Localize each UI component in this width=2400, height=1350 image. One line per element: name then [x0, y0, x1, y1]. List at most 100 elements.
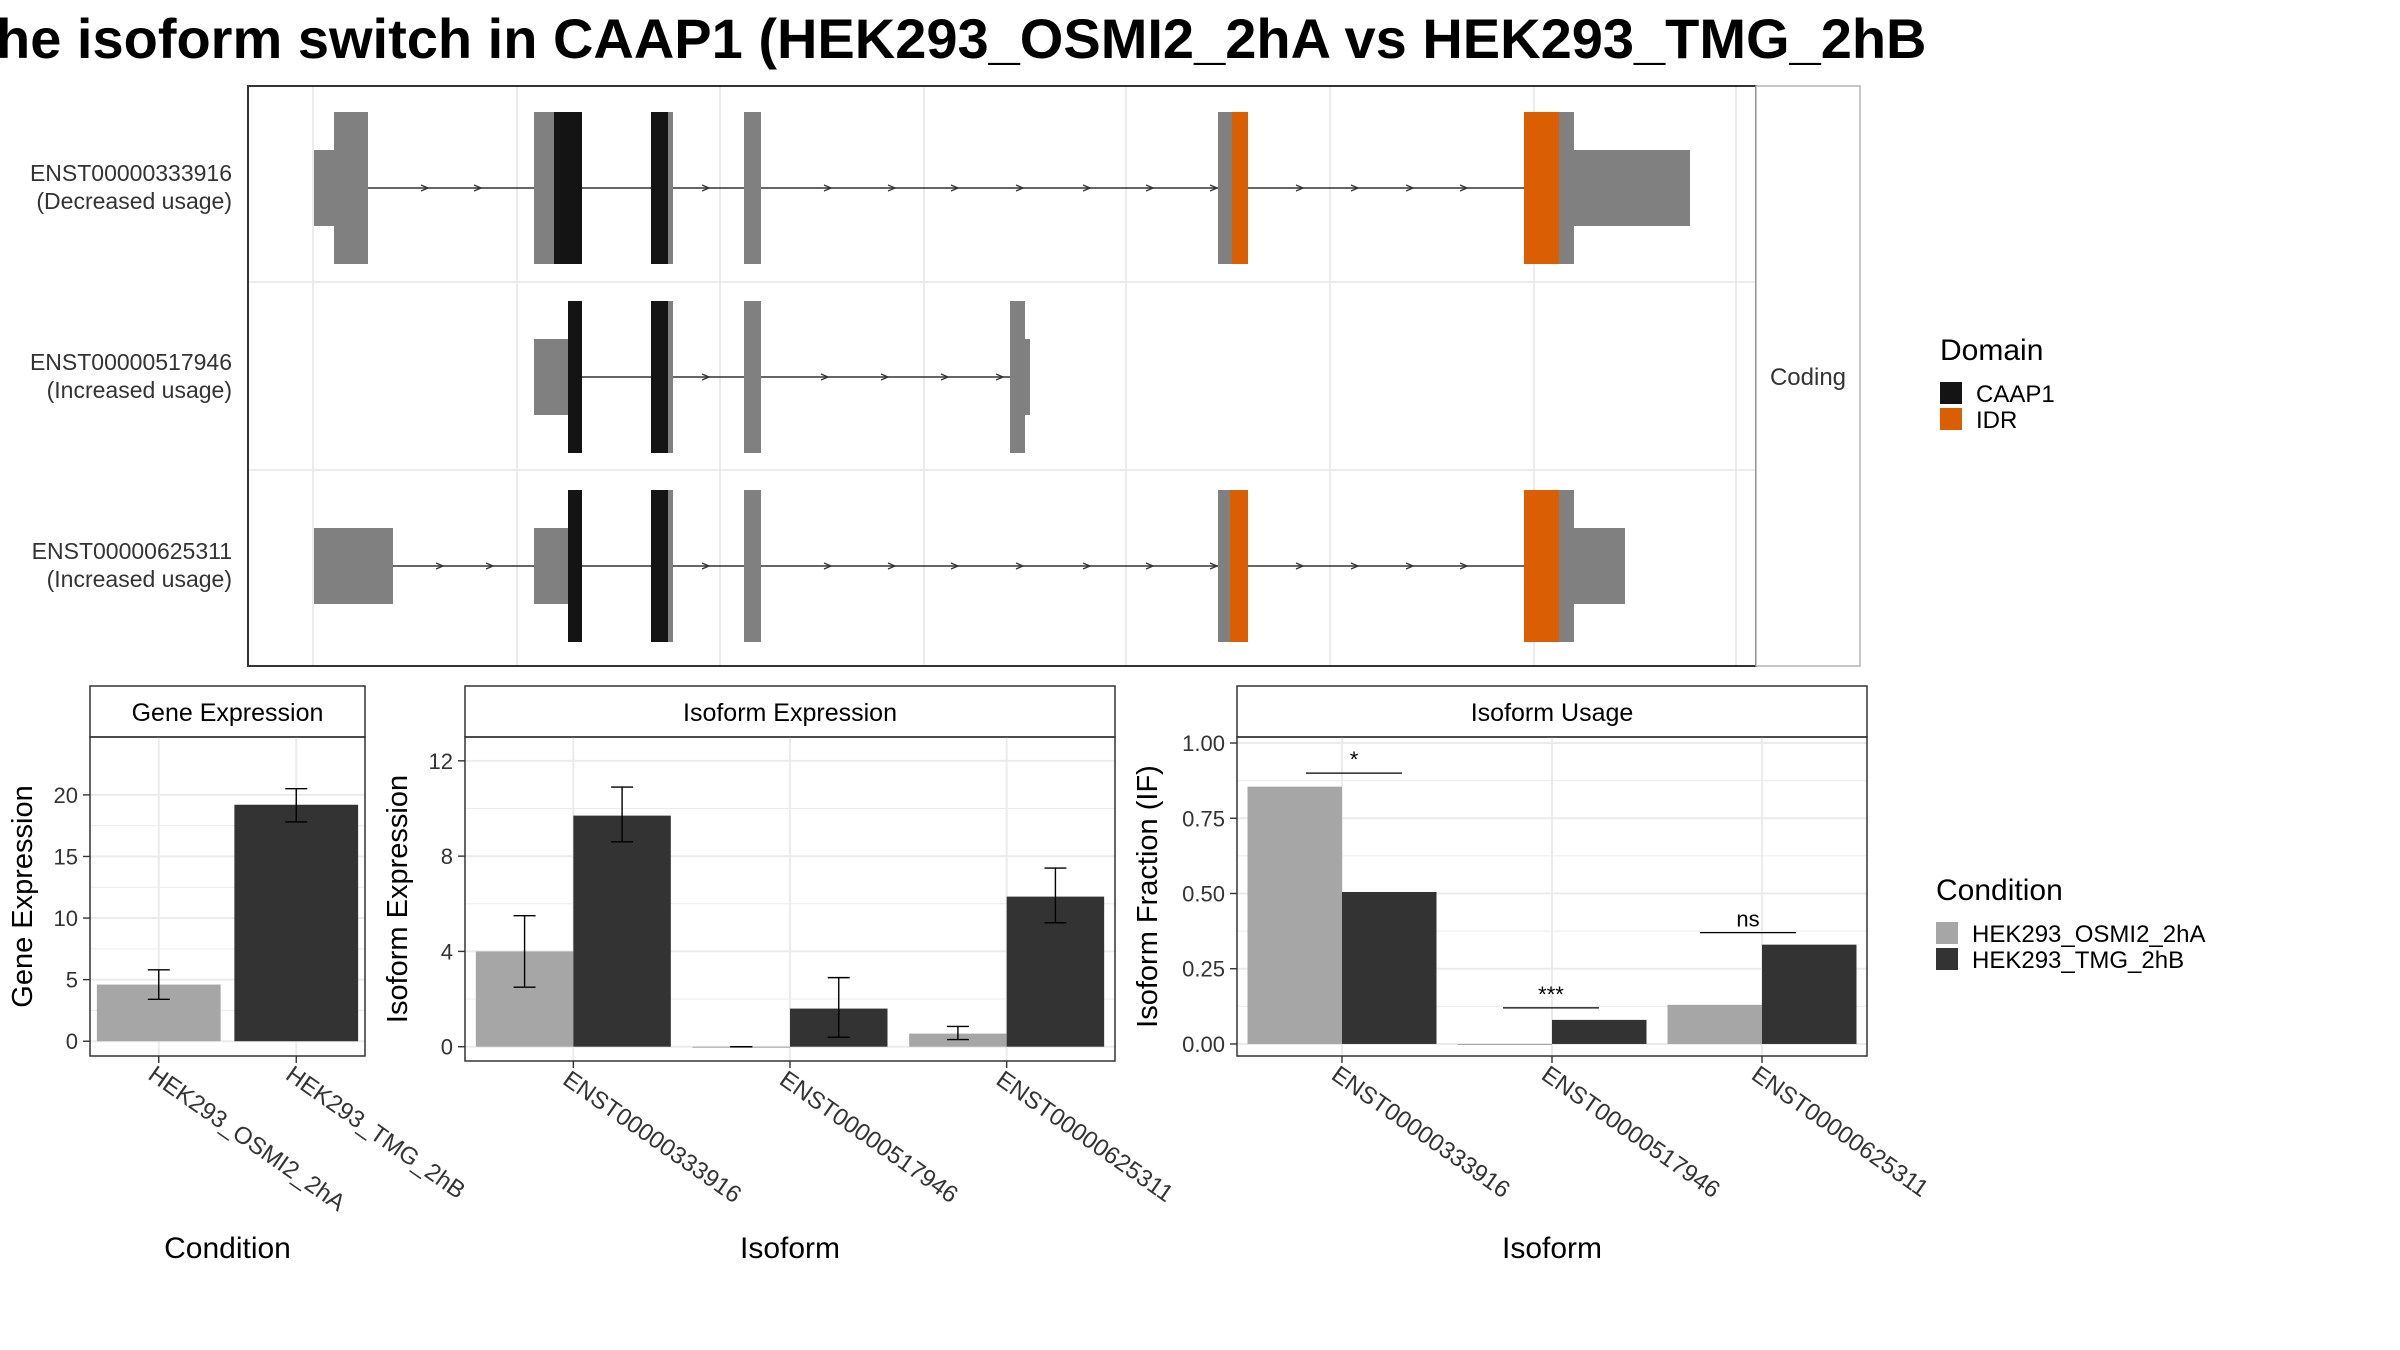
y-tick-label: 5 — [66, 968, 78, 993]
strand-arrow-icon — [887, 184, 897, 192]
bar — [573, 815, 671, 1047]
condition-legend-swatch — [1936, 948, 1958, 970]
transcript-labels: ENST00000333916 (Decreased usage) ENST00… — [30, 160, 232, 592]
exon — [744, 490, 761, 642]
caap1-domain — [554, 112, 582, 264]
x-tick-label: ENST00000517946 — [775, 1066, 963, 1209]
strand-arrow-icon — [1295, 184, 1305, 192]
strand-arrow-icon — [420, 184, 430, 192]
x-tick-label: ENST00000333916 — [558, 1066, 746, 1209]
transcript-usage-note: (Increased usage) — [47, 377, 232, 403]
x-tick-label: ENST00000625311 — [1747, 1061, 1934, 1203]
exon — [668, 490, 673, 642]
exon — [668, 301, 673, 453]
transcript-id: ENST00000517946 — [30, 349, 232, 375]
strand-arrow-icon — [1145, 184, 1155, 192]
coding-strip-label: Coding — [1770, 364, 1846, 391]
strand-arrow-icon — [940, 373, 950, 381]
panel-strip — [1236, 685, 1868, 738]
y-axis-title: Gene Expression — [7, 785, 39, 1007]
transcript-id: ENST00000333916 — [30, 160, 232, 186]
strand-arrow-icon — [823, 562, 833, 570]
y-axis-title: Isoform Expression — [382, 775, 414, 1023]
strand-arrow-icon — [823, 184, 833, 192]
significance-label: ns — [1736, 907, 1759, 932]
strand-arrow-icon — [435, 562, 445, 570]
significance-label: * — [1350, 747, 1359, 772]
strand-arrow-icon — [1082, 562, 1092, 570]
y-tick-label: 20 — [54, 783, 78, 808]
caap1-domain — [651, 112, 668, 264]
strand-arrow-icon — [820, 373, 830, 381]
strand-arrow-icon — [1015, 184, 1025, 192]
panel-border — [89, 736, 366, 1057]
y-tick-label: 0.00 — [1182, 1032, 1225, 1057]
domain-legend-title: Domain — [1940, 334, 2043, 367]
x-tick-label: ENST00000517946 — [1537, 1061, 1725, 1204]
domain-legend-label: IDR — [1976, 407, 2017, 434]
y-tick-label: 0 — [66, 1029, 78, 1054]
bar — [1552, 1019, 1647, 1044]
strand-arrow-icon — [995, 373, 1005, 381]
strand-arrow-icon — [701, 562, 711, 570]
strand-arrow-icon — [880, 373, 890, 381]
x-axis-title: Isoform — [1502, 1232, 1602, 1265]
strand-arrow-icon — [950, 562, 960, 570]
panel-title: Gene Expression — [132, 699, 324, 727]
panel-strip — [464, 685, 1116, 738]
caap1-domain — [568, 301, 582, 453]
strand-arrow-icon — [887, 562, 897, 570]
isoform-expression-chart: Isoform Expression 0 4 8 12 ENST00000333916 EN… — [382, 685, 1178, 1265]
exon — [744, 112, 761, 264]
x-axis-title: Condition — [164, 1232, 291, 1265]
domain-legend-swatch — [1940, 382, 1962, 404]
exon — [1559, 112, 1574, 264]
bar — [1342, 891, 1437, 1044]
strand-arrow-icon — [1459, 184, 1469, 192]
y-tick-label: 0.50 — [1182, 881, 1225, 906]
strand-arrow-icon — [473, 184, 483, 192]
strand-arrow-icon — [1405, 184, 1415, 192]
idr-domain — [1524, 112, 1559, 264]
exon — [1574, 528, 1625, 604]
exon — [1574, 150, 1690, 226]
exon — [314, 150, 334, 226]
idr-domain — [1230, 490, 1248, 642]
y-tick-label: 10 — [54, 906, 78, 931]
idr-domain — [1524, 490, 1559, 642]
exon — [668, 112, 673, 264]
strand-arrow-icon — [1145, 562, 1155, 570]
transcript-id: ENST00000625311 — [32, 538, 232, 564]
strand-arrow-icon — [1350, 184, 1360, 192]
exon — [1218, 490, 1230, 642]
strand-arrow-icon — [1350, 562, 1360, 570]
strand-arrow-icon — [1459, 562, 1469, 570]
y-tick-label: 15 — [54, 844, 78, 869]
strand-arrow-icon — [1082, 184, 1092, 192]
exon — [314, 528, 393, 604]
bar — [234, 804, 359, 1042]
strand-arrow-icon — [1209, 184, 1219, 192]
transcript-usage-note: (Increased usage) — [47, 566, 232, 592]
condition-legend-swatch — [1936, 922, 1958, 944]
y-tick-label: 4 — [441, 939, 453, 964]
y-tick-label: 1.00 — [1182, 731, 1225, 756]
y-tick-label: 8 — [441, 844, 453, 869]
transcript-usage-note: (Decreased usage) — [36, 188, 232, 214]
strand-arrow-icon — [1209, 562, 1219, 570]
strand-arrow-icon — [1295, 562, 1305, 570]
exon — [744, 301, 761, 453]
figure-title: he isoform switch in CAAP1 (HEK293_OSMI2… — [0, 7, 1927, 70]
y-tick-label: 0.75 — [1182, 806, 1225, 831]
condition-legend-label: HEK293_TMG_2hB — [1972, 947, 2184, 974]
strand-arrow-icon — [950, 184, 960, 192]
bar — [1247, 786, 1342, 1044]
significance-label: *** — [1538, 982, 1564, 1007]
exon — [534, 112, 554, 264]
caap1-domain — [651, 301, 668, 453]
y-tick-label: 0 — [441, 1035, 453, 1060]
y-tick-label: 12 — [429, 749, 453, 774]
exon — [534, 528, 568, 604]
exon — [1559, 490, 1574, 642]
